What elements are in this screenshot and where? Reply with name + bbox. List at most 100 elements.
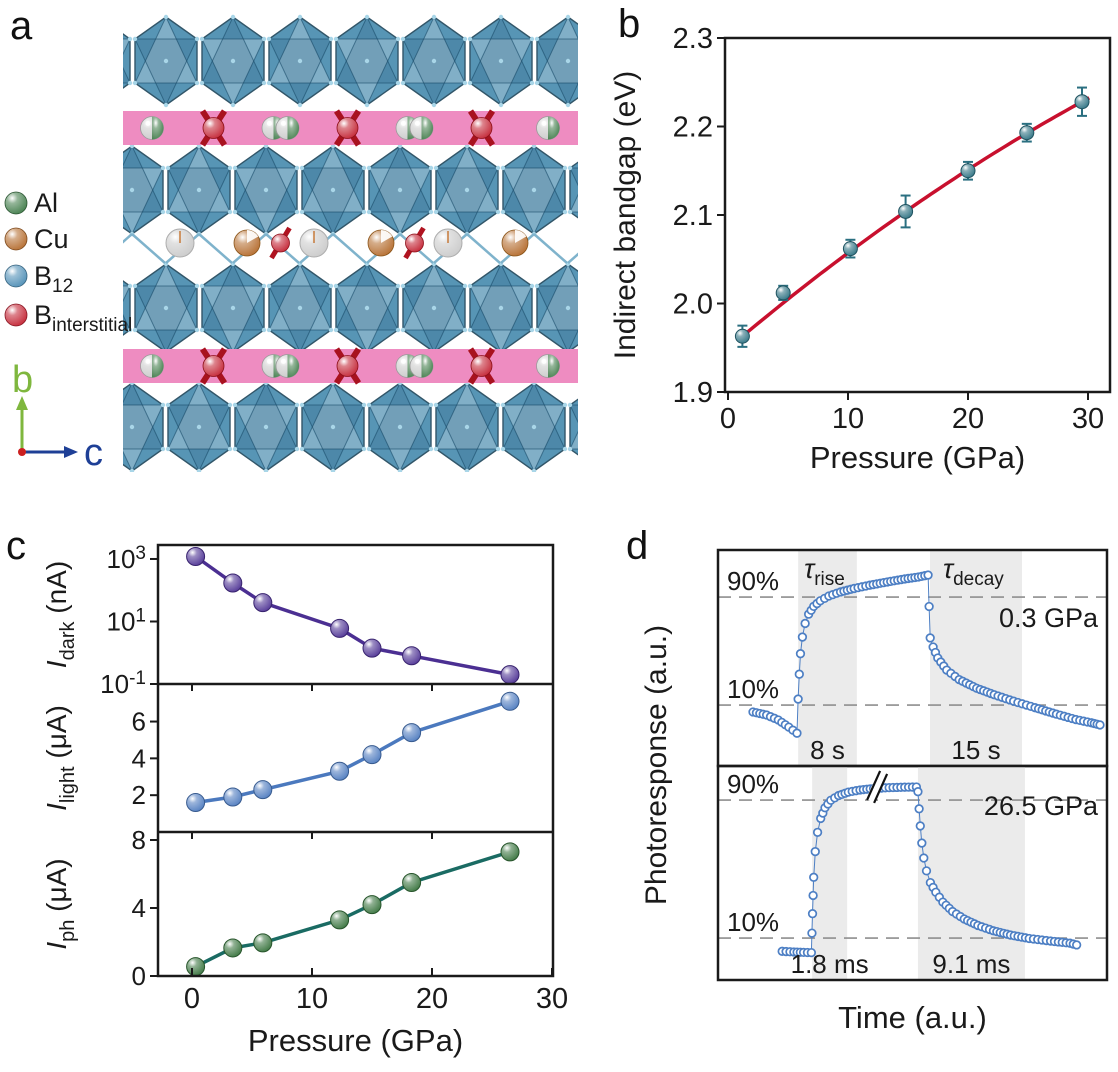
low-threshold-label: 10% xyxy=(727,907,779,937)
b12-icosahedron xyxy=(467,14,535,108)
data-point xyxy=(362,745,382,765)
b12-icosahedron xyxy=(400,261,468,355)
y-axis-title: Iph (μA) xyxy=(41,858,79,949)
x-tick-label: 0 xyxy=(720,403,736,435)
b12-icosahedron xyxy=(534,261,578,355)
x-axis-title: Time (a.u.) xyxy=(838,1000,987,1035)
b12-icosahedron xyxy=(366,143,434,237)
data-point xyxy=(186,957,206,977)
bandgap-chart: 1.9 2.0 2.1 2.2 2.3 0 10 20 30 Indirect bandgap (… xyxy=(609,23,1112,475)
trace-point xyxy=(810,846,820,857)
trace-point xyxy=(795,649,806,659)
b-interstitial-atom xyxy=(470,355,493,377)
structure-drawing xyxy=(123,14,578,472)
x-tick-label: 10 xyxy=(296,983,328,1015)
x-axis-title: Pressure (GPa) xyxy=(810,440,1025,475)
x-axis-title: Pressure (GPa) xyxy=(248,1023,463,1058)
y-tick-label: 2.1 xyxy=(673,200,713,232)
legend-sphere-icon xyxy=(4,264,28,288)
data-line xyxy=(195,699,511,805)
data-point xyxy=(898,203,914,219)
trace-point xyxy=(797,632,808,642)
axes-origin-dot xyxy=(18,448,26,456)
b-interstitial-atom xyxy=(336,117,359,139)
y-axis-title: Idark (nA) xyxy=(41,561,79,668)
trace-point xyxy=(807,909,818,919)
data-point xyxy=(402,872,422,892)
b-interstitial-atom xyxy=(202,355,225,377)
decay-shade-region xyxy=(917,766,1025,980)
b12-icosahedron xyxy=(299,143,367,237)
trace-point xyxy=(809,872,819,882)
trace-point xyxy=(919,853,929,863)
b12-icosahedron xyxy=(266,14,334,108)
currents-chart: 103 101 10-1 2 4 6 0 4 8 0 10 20 30 Idark (nA) Ilight … xyxy=(41,543,568,1058)
data-point xyxy=(500,691,520,711)
trace-point xyxy=(793,694,803,704)
subplot-ph: 0 4 8 xyxy=(132,825,520,991)
data-point xyxy=(362,895,382,915)
axis-c-arrow-icon xyxy=(64,446,78,458)
b12-icosahedron xyxy=(299,380,367,472)
legend-label: B12 xyxy=(34,261,73,297)
b12-icosahedron xyxy=(199,261,267,355)
x-tick-label: 30 xyxy=(1072,403,1104,435)
b12-icosahedron xyxy=(232,143,300,237)
panel-label-b: b xyxy=(618,2,641,46)
data-point xyxy=(775,285,791,301)
trace-point xyxy=(807,928,817,938)
y-tick-label: 4 xyxy=(132,893,146,923)
trace-point xyxy=(917,838,927,848)
trace-point xyxy=(913,787,923,797)
b12-icosahedron xyxy=(266,261,334,355)
legend-sphere-icon xyxy=(4,227,28,251)
b-interstitial-atom xyxy=(470,117,493,139)
rise-time-label: 8 s xyxy=(810,735,845,765)
trace-point xyxy=(923,570,933,580)
data-point xyxy=(253,593,273,613)
b12-icosahedron xyxy=(132,261,200,355)
b-interstitial-atom xyxy=(202,117,225,139)
trace-point xyxy=(915,821,925,831)
legend-sphere-icon xyxy=(4,191,28,215)
b12-icosahedron xyxy=(433,143,501,237)
trace-panel-03GPa: 90% 10% τrise τdecay 0.3 GPa 8 s 15 s xyxy=(716,548,1109,768)
data-point xyxy=(500,842,520,862)
b12-icosahedron xyxy=(123,280,133,336)
y-axis-title: Photoresponse (a.u.) xyxy=(640,625,673,905)
b12-icosahedron xyxy=(534,14,578,108)
data-point xyxy=(330,618,350,638)
b12-icosahedron xyxy=(333,14,401,108)
y-tick-label: 2.3 xyxy=(673,23,713,55)
subplot-light: 2 4 6 xyxy=(132,691,520,813)
trace-point xyxy=(808,890,818,901)
x-tick-label: 20 xyxy=(952,403,984,435)
legend-item-binterstitial: Binterstitial xyxy=(4,300,132,336)
b12-icosahedron xyxy=(567,398,578,456)
low-threshold-label: 10% xyxy=(727,674,779,704)
tau-decay-label: τdecay xyxy=(943,554,1004,590)
x-tick-label: 30 xyxy=(536,983,568,1015)
y-tick-label: 0 xyxy=(132,961,146,991)
y-tick-label: 2 xyxy=(132,780,146,810)
legend-sphere-icon xyxy=(4,303,28,327)
b12-icosahedron xyxy=(567,161,578,219)
trace-point xyxy=(921,866,932,876)
pressure-label: 0.3 GPa xyxy=(999,603,1099,633)
b12-icosahedron xyxy=(366,380,434,472)
trace-point xyxy=(812,827,823,837)
y-axis-title: Ilight (μA) xyxy=(41,705,79,811)
b-interstitial-atom xyxy=(405,233,424,253)
legend-label: Binterstitial xyxy=(34,300,132,336)
photoresponse-plot: 90% 10% τrise τdecay 0.3 GPa 8 s 15 s 90% 10% 26.… xyxy=(716,548,1109,982)
data-point xyxy=(223,573,243,593)
y-tick-label: 8 xyxy=(132,825,146,855)
data-point xyxy=(734,328,750,344)
y-tick-label: 6 xyxy=(132,707,146,737)
y-axis-title: Indirect bandgap (eV) xyxy=(609,71,642,360)
y-tick-label: 10-1 xyxy=(100,668,146,699)
axes-indicator: bc xyxy=(12,359,103,474)
trace-panel-265GPa: 90% 10% 26.5 GPa 1.8 ms 9.1 ms xyxy=(716,764,1109,982)
data-point xyxy=(186,793,206,813)
